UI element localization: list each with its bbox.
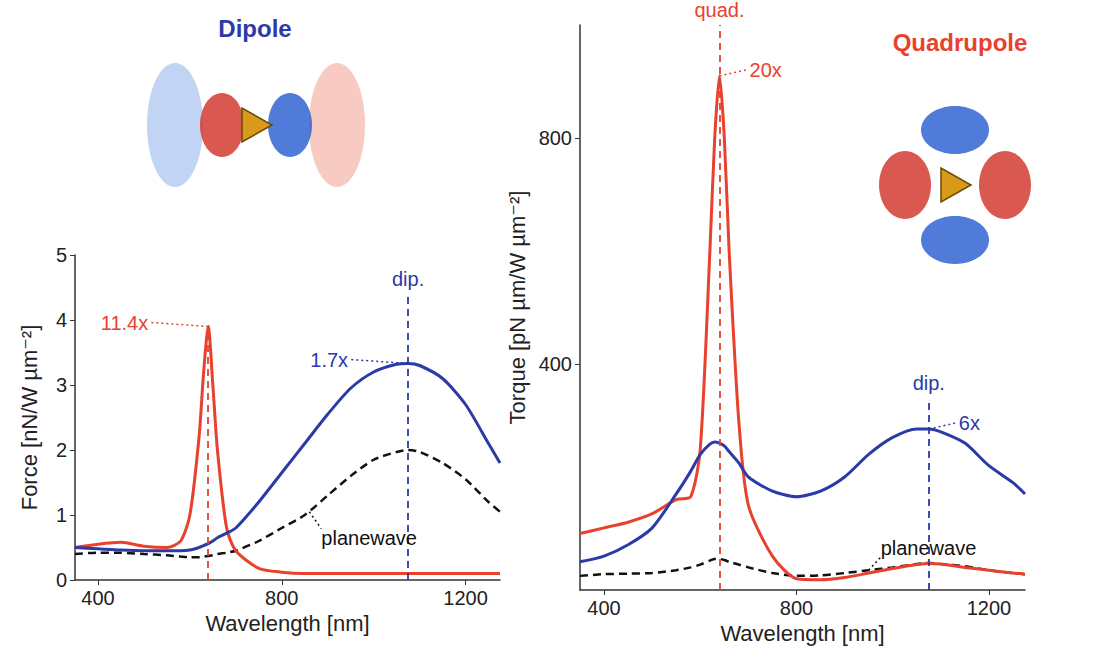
svg-text:Quadrupole: Quadrupole xyxy=(893,29,1028,56)
svg-text:quad.: quad. xyxy=(694,0,744,21)
svg-text:Wavelength [nm]: Wavelength [nm] xyxy=(205,611,369,636)
svg-text:dip.: dip. xyxy=(392,268,424,290)
svg-text:planewave: planewave xyxy=(881,537,977,559)
svg-text:2: 2 xyxy=(56,439,67,461)
svg-text:Force [nN/W µm⁻²]: Force [nN/W µm⁻²] xyxy=(17,325,42,511)
svg-text:dip.: dip. xyxy=(913,372,945,394)
svg-text:20x: 20x xyxy=(750,59,782,81)
svg-text:1200: 1200 xyxy=(967,597,1012,619)
svg-text:800: 800 xyxy=(265,587,298,609)
svg-text:0: 0 xyxy=(56,569,67,591)
svg-text:800: 800 xyxy=(539,127,572,149)
svg-text:1.7x: 1.7x xyxy=(310,349,348,371)
svg-text:Dipole: Dipole xyxy=(218,15,291,42)
svg-text:5: 5 xyxy=(56,244,67,266)
svg-text:400: 400 xyxy=(587,597,620,619)
svg-text:400: 400 xyxy=(539,353,572,375)
svg-text:Wavelength [nm]: Wavelength [nm] xyxy=(720,621,884,646)
svg-text:1: 1 xyxy=(56,504,67,526)
svg-text:400: 400 xyxy=(81,587,114,609)
svg-text:Torque [pN µm/W µm⁻²]: Torque [pN µm/W µm⁻²] xyxy=(505,191,530,425)
svg-text:11.4x: 11.4x xyxy=(101,312,148,334)
svg-text:6x: 6x xyxy=(959,412,980,434)
svg-text:800: 800 xyxy=(780,597,813,619)
svg-text:planewave: planewave xyxy=(321,527,417,549)
svg-text:3: 3 xyxy=(56,374,67,396)
svg-text:1200: 1200 xyxy=(443,587,488,609)
svg-text:4: 4 xyxy=(56,309,67,331)
